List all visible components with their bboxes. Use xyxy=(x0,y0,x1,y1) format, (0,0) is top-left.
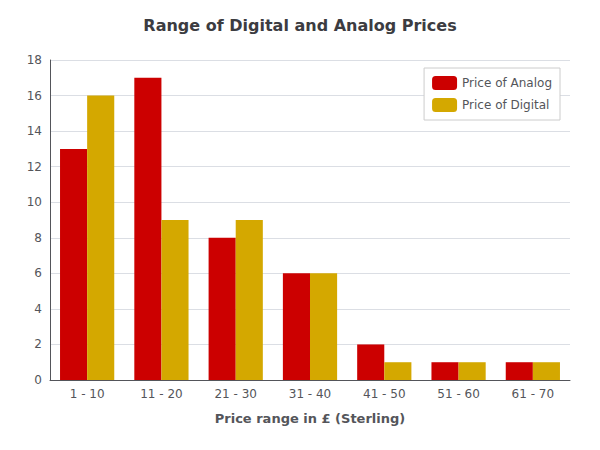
svg-text:18: 18 xyxy=(27,53,42,67)
svg-text:6: 6 xyxy=(34,266,42,280)
svg-text:Range of Digital and Analog Pr: Range of Digital and Analog Prices xyxy=(143,16,456,35)
svg-text:31 - 40: 31 - 40 xyxy=(289,387,332,401)
svg-text:8: 8 xyxy=(34,231,42,245)
svg-text:10: 10 xyxy=(27,195,42,209)
svg-text:4: 4 xyxy=(34,302,42,316)
svg-text:41 - 50: 41 - 50 xyxy=(363,387,406,401)
svg-text:16: 16 xyxy=(27,89,42,103)
svg-text:Price of Analog: Price of Analog xyxy=(462,76,552,90)
svg-text:2: 2 xyxy=(34,337,42,351)
svg-text:11 - 20: 11 - 20 xyxy=(140,387,183,401)
svg-text:51 - 60: 51 - 60 xyxy=(437,387,480,401)
svg-text:Price of Digital: Price of Digital xyxy=(462,98,549,112)
svg-text:21 - 30: 21 - 30 xyxy=(214,387,257,401)
svg-text:61 - 70: 61 - 70 xyxy=(512,387,555,401)
svg-text:0: 0 xyxy=(34,373,42,387)
svg-text:14: 14 xyxy=(27,124,42,138)
svg-text:1 - 10: 1 - 10 xyxy=(70,387,105,401)
svg-text:12: 12 xyxy=(27,160,42,174)
svg-text:Price range in £ (Sterling): Price range in £ (Sterling) xyxy=(215,411,406,426)
